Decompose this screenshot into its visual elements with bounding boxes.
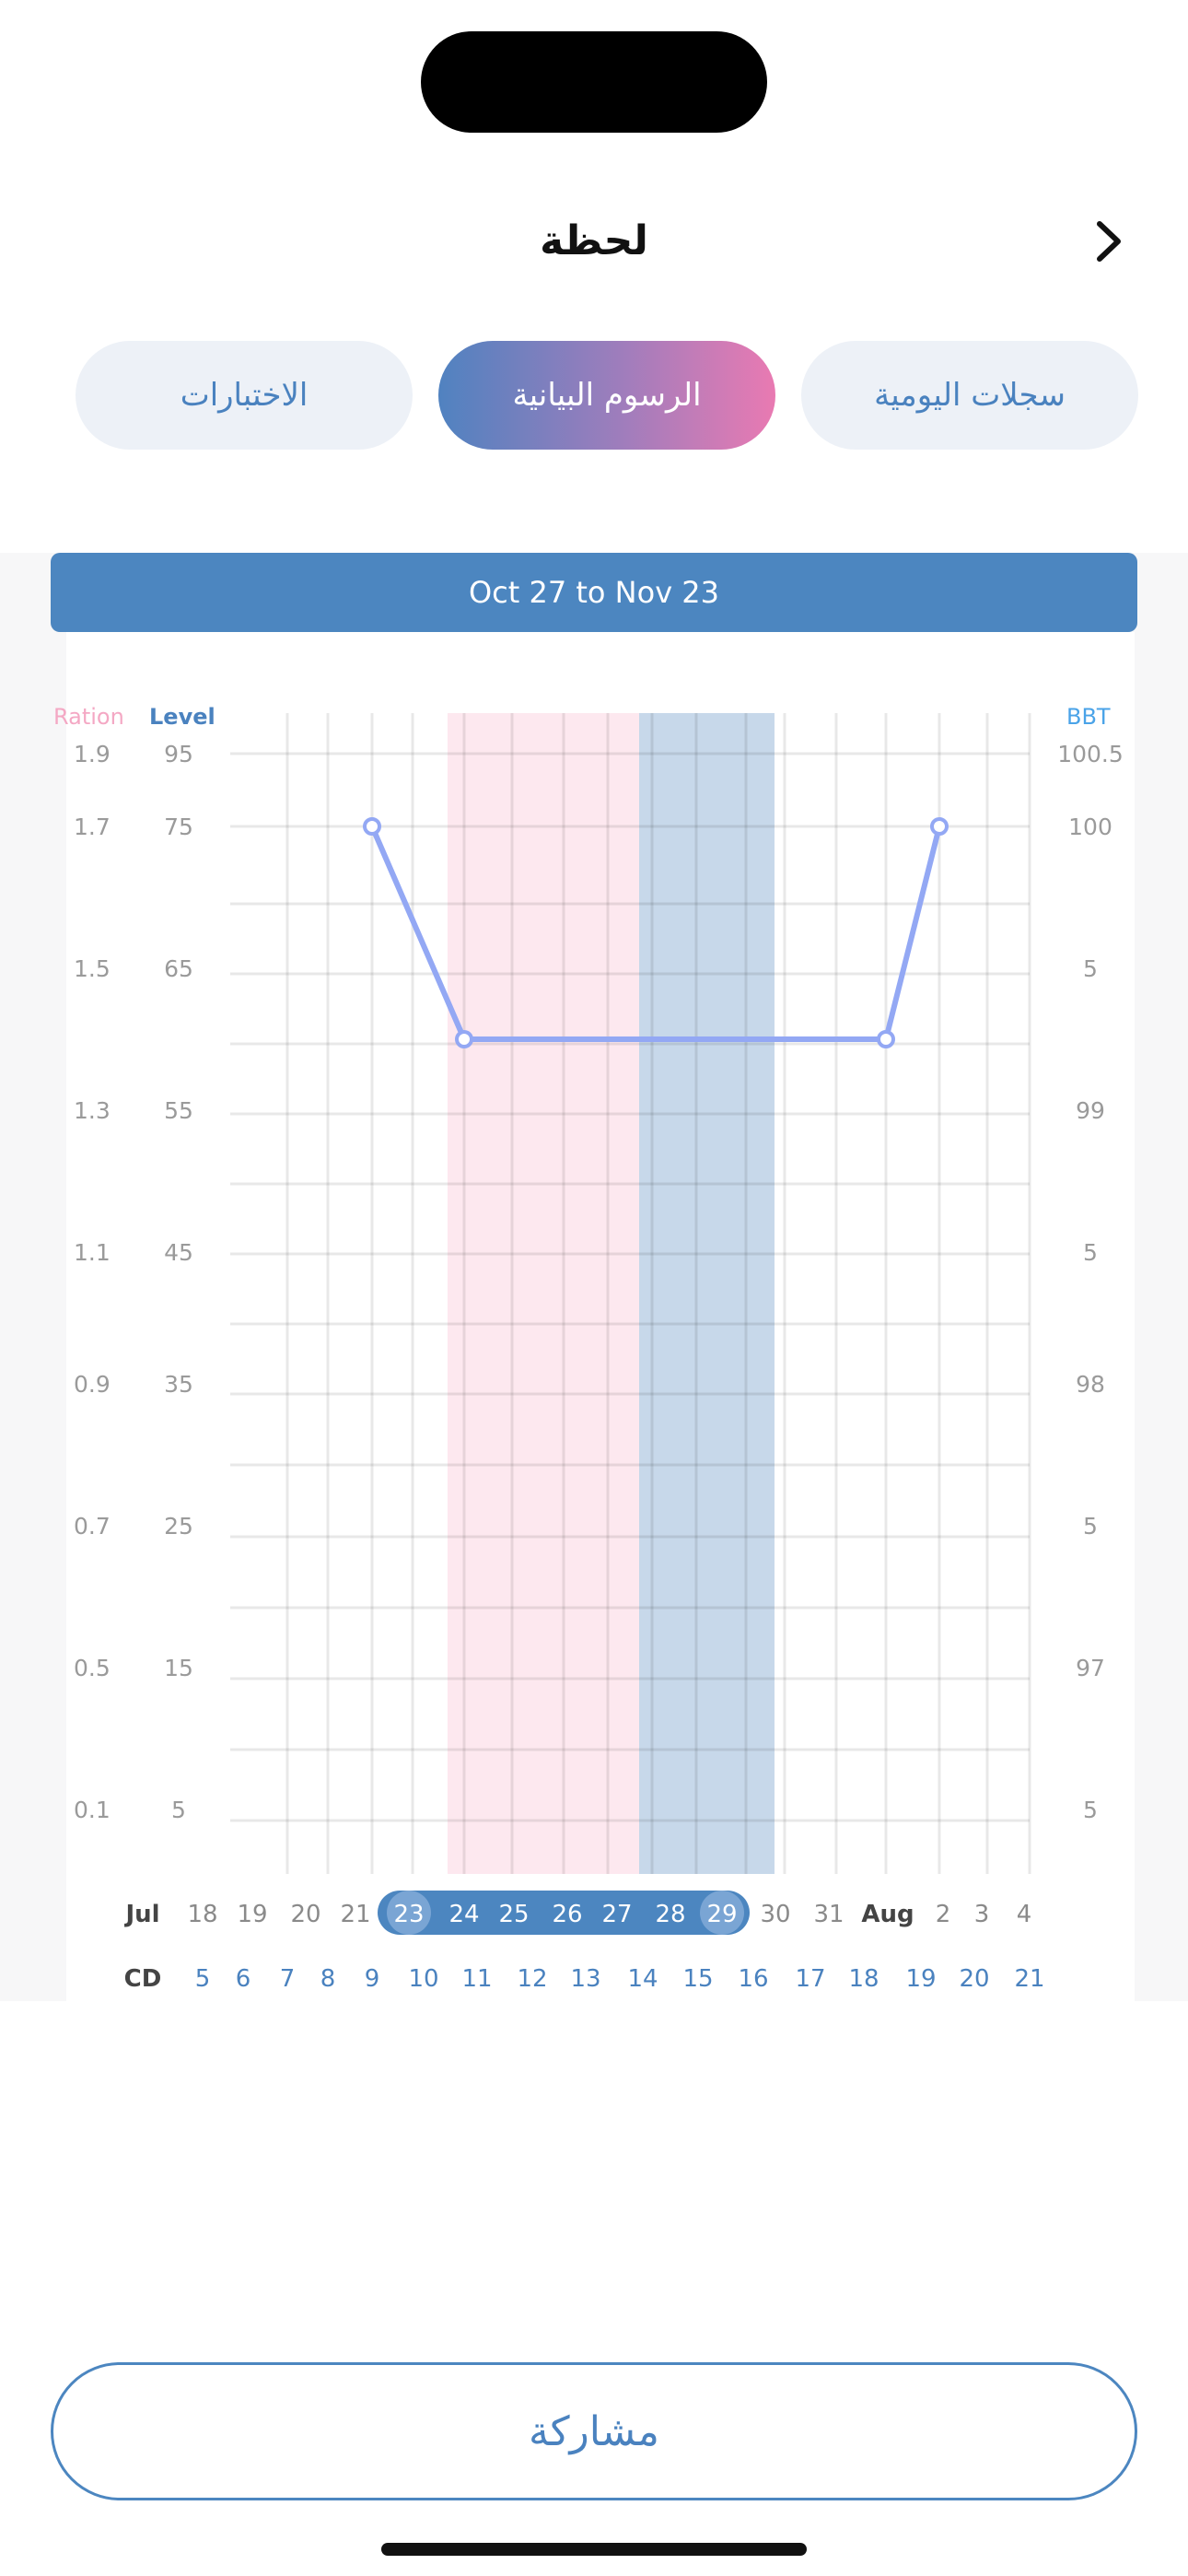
level-tick-label: 25 <box>164 1513 193 1540</box>
month-label-aug: Aug <box>861 1901 914 1928</box>
cycle-day-label: 15 <box>682 1965 713 1993</box>
date-label: 19 <box>237 1901 267 1928</box>
level-tick-label: 15 <box>164 1655 193 1681</box>
bbt-tick-label: 97 <box>1076 1655 1105 1681</box>
level-tick-label: 45 <box>164 1239 193 1266</box>
date-label: 26 <box>552 1901 582 1928</box>
cycle-day-label: 19 <box>905 1965 936 1993</box>
level-tick-label: 35 <box>164 1371 193 1398</box>
cycle-day-label: 12 <box>517 1965 547 1993</box>
ratio-tick-label: 1.3 <box>74 1097 111 1124</box>
tab-daily-logs[interactable]: سجلات اليومية <box>801 341 1138 450</box>
dynamic-island <box>421 31 767 133</box>
pill-start-cap <box>387 1891 431 1935</box>
bbt-tick-label: 5 <box>1083 1513 1098 1540</box>
date-range-bar[interactable]: Oct 27 to Nov 23 <box>51 553 1137 632</box>
ratio-tick-label: 0.5 <box>74 1655 111 1681</box>
ratio-axis-label: Ration <box>53 704 124 730</box>
tab-tests[interactable]: الاختبارات <box>76 341 413 450</box>
level-tick-label: 55 <box>164 1097 193 1124</box>
cycle-day-label: 6 <box>236 1965 251 1993</box>
level-tick-label: 5 <box>171 1797 186 1823</box>
home-indicator <box>381 2543 807 2556</box>
level-axis-label: Level <box>149 704 215 730</box>
cycle-day-label: 11 <box>461 1965 492 1993</box>
cd-row-label: CD <box>124 1965 162 1993</box>
fertile-shading <box>639 713 775 1874</box>
share-button[interactable]: مشاركة <box>51 2362 1137 2500</box>
date-label: 27 <box>601 1901 632 1928</box>
cycle-day-label: 20 <box>959 1965 989 1993</box>
level-data-point <box>930 817 949 836</box>
cycle-day-label: 18 <box>848 1965 879 1993</box>
level-tick-label: 65 <box>164 955 193 982</box>
level-series-line <box>369 825 942 1042</box>
ratio-tick-label: 1.5 <box>74 955 111 982</box>
bbt-tick-label: 5 <box>1083 955 1098 982</box>
month-label-jul: Jul <box>123 1901 159 1928</box>
level-data-point <box>455 1030 473 1048</box>
date-label: 29 <box>706 1901 737 1928</box>
page-title: لحظة <box>540 217 648 264</box>
date-label: 24 <box>448 1901 479 1928</box>
level-data-point <box>877 1030 895 1048</box>
date-label: 28 <box>655 1901 685 1928</box>
date-label: 3 <box>974 1901 990 1928</box>
cycle-day-label: 13 <box>570 1965 600 1993</box>
date-label: 23 <box>393 1901 424 1928</box>
bbt-tick-label: 99 <box>1076 1097 1105 1124</box>
ratio-tick-label: 0.7 <box>74 1513 111 1540</box>
cycle-day-label: 7 <box>280 1965 296 1993</box>
level-tick-label: 75 <box>164 814 193 840</box>
cycle-day-label: 17 <box>795 1965 825 1993</box>
date-label: 4 <box>1017 1901 1032 1928</box>
tab-charts[interactable]: الرسوم البيانية <box>438 341 775 450</box>
date-label: 18 <box>187 1901 217 1928</box>
level-data-point <box>363 817 381 836</box>
period-shading <box>448 713 639 1874</box>
ratio-tick-label: 1.1 <box>74 1239 111 1266</box>
cycle-day-label: 8 <box>320 1965 336 1993</box>
date-label: 20 <box>290 1901 320 1928</box>
cycle-day-label: 9 <box>365 1965 380 1993</box>
bbt-tick-label: 98 <box>1076 1371 1105 1398</box>
bbt-tick-label: 100 <box>1068 814 1112 840</box>
ratio-tick-label: 1.9 <box>74 741 111 767</box>
bbt-axis-label: BBT <box>1066 704 1111 730</box>
bbt-tick-label: 5 <box>1083 1239 1098 1266</box>
date-label: 21 <box>340 1901 370 1928</box>
cycle-day-label: 14 <box>627 1965 658 1993</box>
bbt-tick-label: 100.5 <box>1057 741 1124 767</box>
back-button[interactable] <box>1077 205 1142 278</box>
bbt-tick-label: 5 <box>1083 1797 1098 1823</box>
date-label: 2 <box>936 1901 951 1928</box>
cycle-day-label: 5 <box>195 1965 211 1993</box>
level-tick-label: 95 <box>164 741 193 767</box>
ratio-tick-label: 0.9 <box>74 1371 111 1398</box>
cycle-day-label: 10 <box>408 1965 438 1993</box>
pill-end-cap <box>700 1891 744 1935</box>
ratio-tick-label: 0.1 <box>74 1797 111 1823</box>
date-label: 25 <box>498 1901 529 1928</box>
chevron-right-icon <box>1097 221 1121 262</box>
highlighted-date-pill <box>378 1891 750 1935</box>
ratio-tick-label: 1.7 <box>74 814 111 840</box>
date-label: 30 <box>760 1901 790 1928</box>
date-label: 31 <box>813 1901 844 1928</box>
cycle-day-label: 16 <box>738 1965 768 1993</box>
cycle-day-label: 21 <box>1014 1965 1044 1993</box>
